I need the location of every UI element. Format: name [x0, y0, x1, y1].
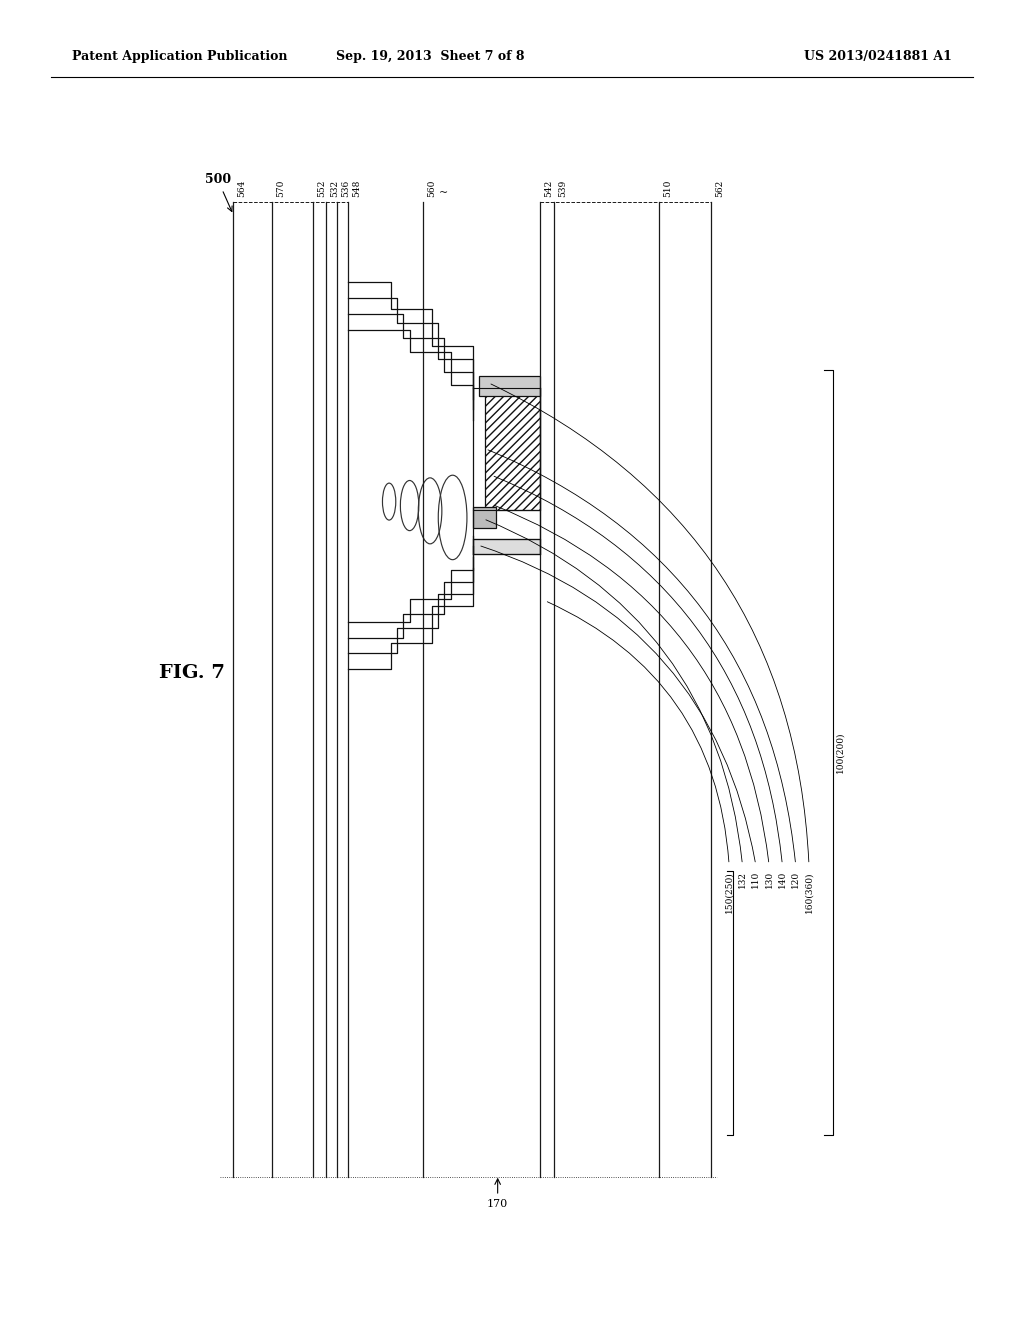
Text: 132: 132	[738, 871, 746, 888]
Text: 140: 140	[778, 871, 786, 888]
Text: 552: 552	[317, 180, 327, 197]
Text: 532: 532	[330, 180, 339, 197]
Text: ~: ~	[439, 187, 449, 198]
Bar	[473, 507, 496, 528]
Text: 500: 500	[205, 173, 232, 211]
Bar	[479, 376, 540, 396]
Text: 539: 539	[558, 180, 567, 197]
Text: 548: 548	[352, 180, 361, 197]
Text: 100(200): 100(200)	[836, 731, 844, 774]
Text: 170: 170	[487, 1199, 508, 1209]
Text: 130: 130	[765, 871, 773, 888]
Text: Patent Application Publication: Patent Application Publication	[72, 50, 287, 63]
Text: 120: 120	[792, 871, 800, 888]
Text: 150(250): 150(250)	[725, 871, 733, 913]
Text: 160(360): 160(360)	[805, 871, 813, 912]
Text: FIG. 7: FIG. 7	[159, 664, 224, 682]
Text: 560: 560	[427, 180, 436, 197]
Text: 564: 564	[238, 180, 247, 197]
Text: US 2013/0241881 A1: US 2013/0241881 A1	[805, 50, 952, 63]
Text: 510: 510	[664, 180, 673, 197]
Text: 110: 110	[752, 871, 760, 888]
Text: 542: 542	[544, 180, 553, 197]
Bar	[485, 388, 540, 510]
Text: 562: 562	[715, 180, 724, 197]
Text: 570: 570	[276, 180, 286, 197]
Text: Sep. 19, 2013  Sheet 7 of 8: Sep. 19, 2013 Sheet 7 of 8	[336, 50, 524, 63]
Bar	[473, 539, 540, 554]
Text: 536: 536	[341, 180, 350, 197]
